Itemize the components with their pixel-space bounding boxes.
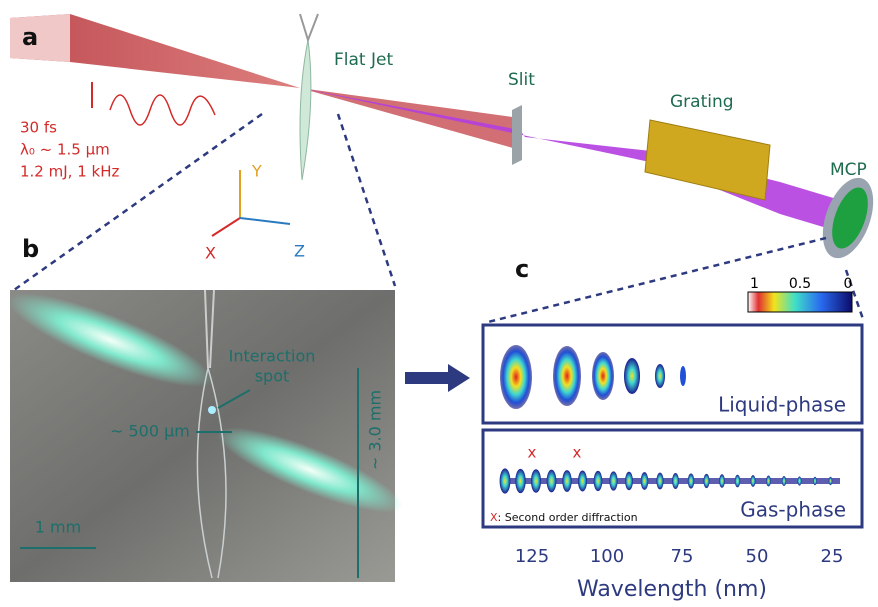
harmonic	[703, 474, 709, 488]
note: X: Second order diffraction	[490, 511, 638, 524]
mcp-label: MCP	[830, 160, 867, 180]
annotation: Interaction	[229, 347, 316, 366]
harmonic	[829, 477, 833, 485]
x-axis: 125 100 75 50 25	[515, 546, 844, 567]
harmonic	[655, 364, 665, 388]
pulse-text: 30 fs	[20, 119, 57, 137]
harmonic	[515, 469, 525, 493]
spectrum-label: Gas-phase	[740, 498, 846, 522]
height-label: ~ 3.0 mm	[366, 390, 385, 470]
harmonic	[680, 366, 686, 386]
interaction-spot	[208, 406, 216, 414]
laser-beam-out	[300, 88, 520, 150]
panel-label: c	[515, 255, 529, 283]
note-text: : Second order diffraction	[498, 511, 638, 524]
slit	[512, 105, 522, 165]
nozzle	[300, 14, 318, 40]
harmonic	[798, 476, 802, 485]
harmonic	[735, 475, 740, 488]
harmonic	[750, 475, 755, 487]
marker: x	[573, 444, 582, 462]
pulse-waveform	[110, 95, 215, 125]
colorbar-label: 0.5	[789, 276, 811, 292]
spectrum-label: Liquid-phase	[718, 393, 846, 417]
harmonic	[562, 470, 571, 492]
pulse-text: 1.2 mJ, 1 kHz	[20, 163, 119, 181]
grating-label: Grating	[670, 92, 734, 112]
flat-jet-label: Flat Jet	[334, 50, 393, 70]
slit-label: Slit	[508, 70, 535, 90]
harmonic	[500, 345, 532, 409]
panel-label: a	[22, 23, 38, 51]
axis-x	[212, 218, 240, 236]
harmonic	[688, 473, 694, 488]
zoom-line	[338, 114, 395, 286]
flat-jet	[300, 40, 311, 180]
axis-label: Y	[251, 162, 262, 181]
colorbar-label: 1	[750, 276, 759, 292]
colorbar	[748, 292, 852, 312]
width-label: ~ 500 µm	[110, 422, 190, 441]
panel-a: a Flat Jet Slit Grating MCP 30 fs λ₀ ~ 1…	[10, 14, 878, 322]
panel-label: b	[22, 235, 39, 263]
arrow	[405, 364, 470, 392]
pulse-text: λ₀ ~ 1.5 µm	[20, 141, 110, 159]
x-tick-label: 100	[590, 546, 624, 567]
harmonic	[656, 473, 663, 490]
harmonic	[672, 473, 679, 489]
harmonic	[624, 358, 640, 394]
x-tick-label: 125	[515, 546, 549, 567]
harmonic	[500, 468, 511, 493]
axis-z	[240, 218, 290, 224]
marker: x	[528, 444, 537, 462]
harmonic	[578, 471, 587, 492]
annotation: spot	[255, 367, 290, 386]
harmonic	[813, 477, 817, 485]
harmonic	[719, 474, 725, 487]
axis-label: X	[205, 244, 216, 263]
x-tick-label: 75	[671, 546, 694, 567]
colorbar-label: 0	[844, 276, 853, 292]
figure: a Flat Jet Slit Grating MCP 30 fs λ₀ ~ 1…	[0, 0, 878, 607]
axis-label: Z	[294, 242, 305, 261]
harmonic	[553, 346, 581, 406]
x-tick-label: 50	[746, 546, 769, 567]
scale-label: 1 mm	[35, 518, 81, 537]
harmonic	[782, 476, 786, 486]
x-tick-label: 25	[821, 546, 844, 567]
harmonic	[609, 471, 617, 490]
harmonic	[594, 471, 603, 491]
harmonic	[641, 472, 649, 490]
harmonic	[766, 476, 771, 487]
panel-c: c 1 0.5 0 Liquid-phase x x X: Second ord…	[483, 255, 862, 602]
harmonic	[592, 352, 614, 400]
harmonic	[625, 472, 633, 490]
panel-b: b Interaction spot ~ 500 µm ~ 3.0 mm 1 m…	[0, 235, 470, 582]
x-axis-title: Wavelength (nm)	[577, 577, 767, 602]
harmonic	[531, 469, 541, 493]
grating	[645, 120, 770, 200]
harmonic	[547, 470, 557, 493]
beam-cap	[10, 14, 70, 62]
